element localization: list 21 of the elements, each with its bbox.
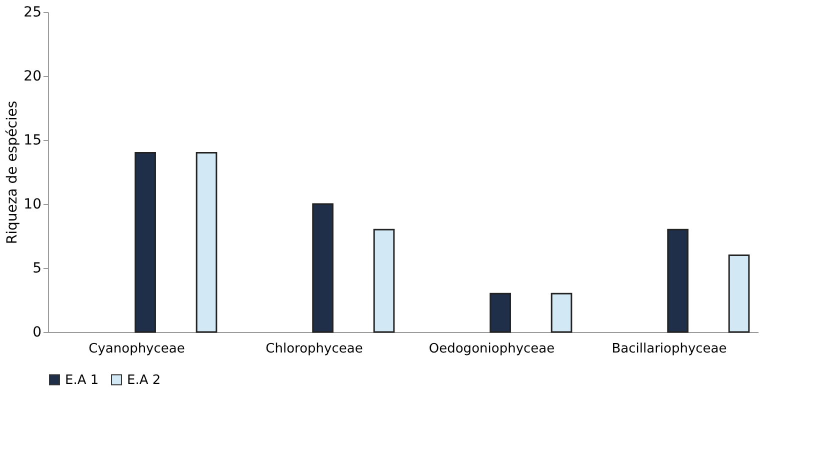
y-tick-label: 25 — [24, 4, 42, 20]
y-tick-label: 0 — [32, 324, 42, 340]
y-axis-title: Riqueza de espécies — [4, 100, 21, 244]
bar — [667, 228, 688, 333]
y-tick-label: 5 — [32, 260, 42, 276]
bar — [550, 292, 572, 333]
bar — [196, 152, 218, 333]
bar — [373, 228, 395, 333]
legend-label: E.A 2 — [127, 372, 161, 388]
x-tick-label: Chlorophyceae — [266, 342, 363, 356]
bar — [312, 203, 334, 333]
x-tick-label: Oedogoniophyceae — [428, 342, 555, 356]
y-tick-label: 15 — [24, 132, 42, 148]
bar — [490, 292, 511, 333]
legend-label: E.A 1 — [65, 372, 99, 388]
bar — [728, 254, 750, 333]
x-tick-label: Bacillariophyceae — [612, 342, 727, 356]
x-tick-label: Cyanophyceae — [88, 342, 185, 356]
y-tick-label: 20 — [24, 68, 42, 84]
bar — [134, 152, 156, 333]
y-tick-label: 10 — [24, 196, 42, 212]
